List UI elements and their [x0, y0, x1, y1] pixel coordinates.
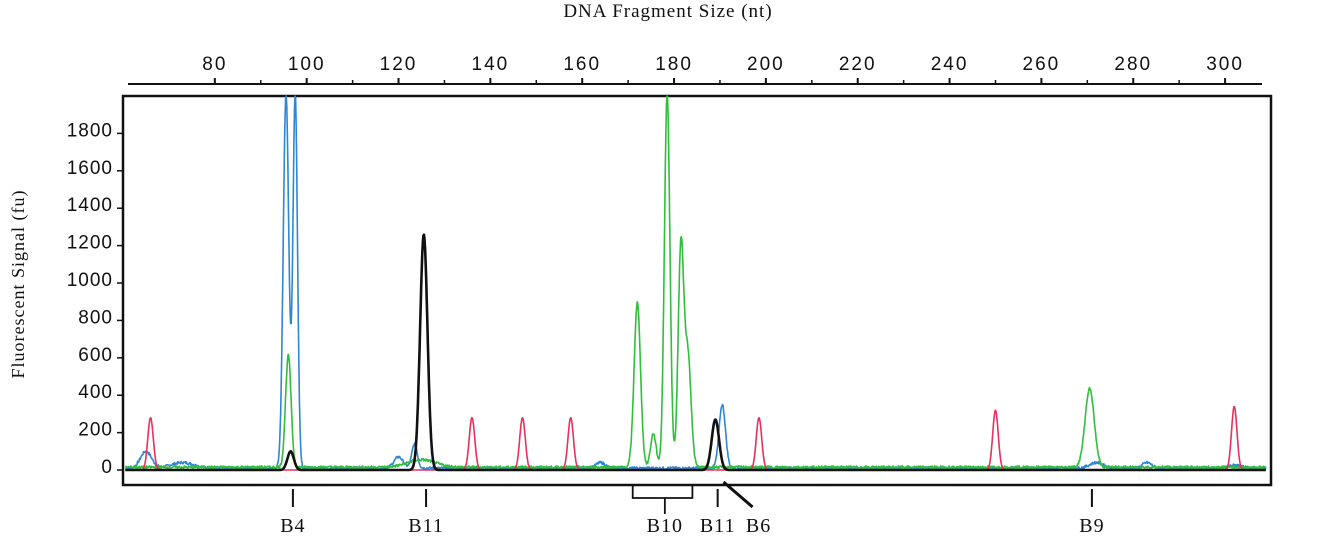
y-tick-label: 800 — [78, 307, 113, 328]
y-tick-label: 600 — [78, 345, 113, 366]
top-tick-labels: 80 100 120 140 160 180 200 220 240 260 280 300 — [202, 54, 1244, 75]
x-tick-label: 120 — [380, 54, 418, 75]
x-tick-label: 100 — [288, 54, 326, 75]
x-tick-label: 260 — [1023, 54, 1061, 75]
x-tick-label: 160 — [563, 54, 601, 75]
y-tick-label: 1800 — [67, 120, 113, 141]
y-tick-label: 200 — [78, 420, 113, 441]
traces — [124, 95, 1267, 472]
marker-bracket — [631, 486, 694, 514]
chart-title: DNA Fragment Size (nt) — [563, 1, 772, 22]
y-tick-labels: 1800 1600 1400 1200 1000 800 600 400 200 0 — [67, 120, 123, 478]
trace-blue — [125, 95, 1267, 471]
x-tick-label: 240 — [931, 54, 969, 75]
y-tick-label: 1600 — [67, 158, 113, 179]
x-tick-label: 80 — [202, 54, 227, 75]
y-tick-label: 1400 — [67, 195, 113, 216]
marker-label: B9 — [1079, 515, 1104, 537]
x-tick-label: 180 — [655, 54, 693, 75]
y-tick-label: 0 — [101, 457, 113, 478]
x-tick-label: 220 — [839, 54, 877, 75]
x-tick-label: 280 — [1114, 54, 1152, 75]
marker-label: B11 — [700, 515, 736, 537]
top-size-axis — [128, 78, 1262, 85]
y-tick-label: 1200 — [67, 233, 113, 254]
x-tick-label: 200 — [747, 54, 785, 75]
x-tick-label: 140 — [472, 54, 510, 75]
marker-label: B6 — [746, 515, 771, 537]
marker-label: B11 — [408, 515, 444, 537]
trace-black — [124, 233, 1267, 472]
marker-slant-line — [722, 480, 754, 509]
plot-frame — [121, 94, 1273, 487]
y-tick-label: 1000 — [67, 270, 113, 291]
x-tick-label: 300 — [1206, 54, 1244, 75]
marker-label: B4 — [280, 515, 305, 537]
y-tick-label: 400 — [78, 382, 113, 403]
y-axis-label: Fluorescent Signal (fu) — [8, 190, 29, 379]
trace-green — [125, 95, 1267, 470]
marker-label: B10 — [647, 515, 683, 537]
peak-markers: B4 B11 B10 B11 B6 B9 — [280, 480, 1104, 537]
